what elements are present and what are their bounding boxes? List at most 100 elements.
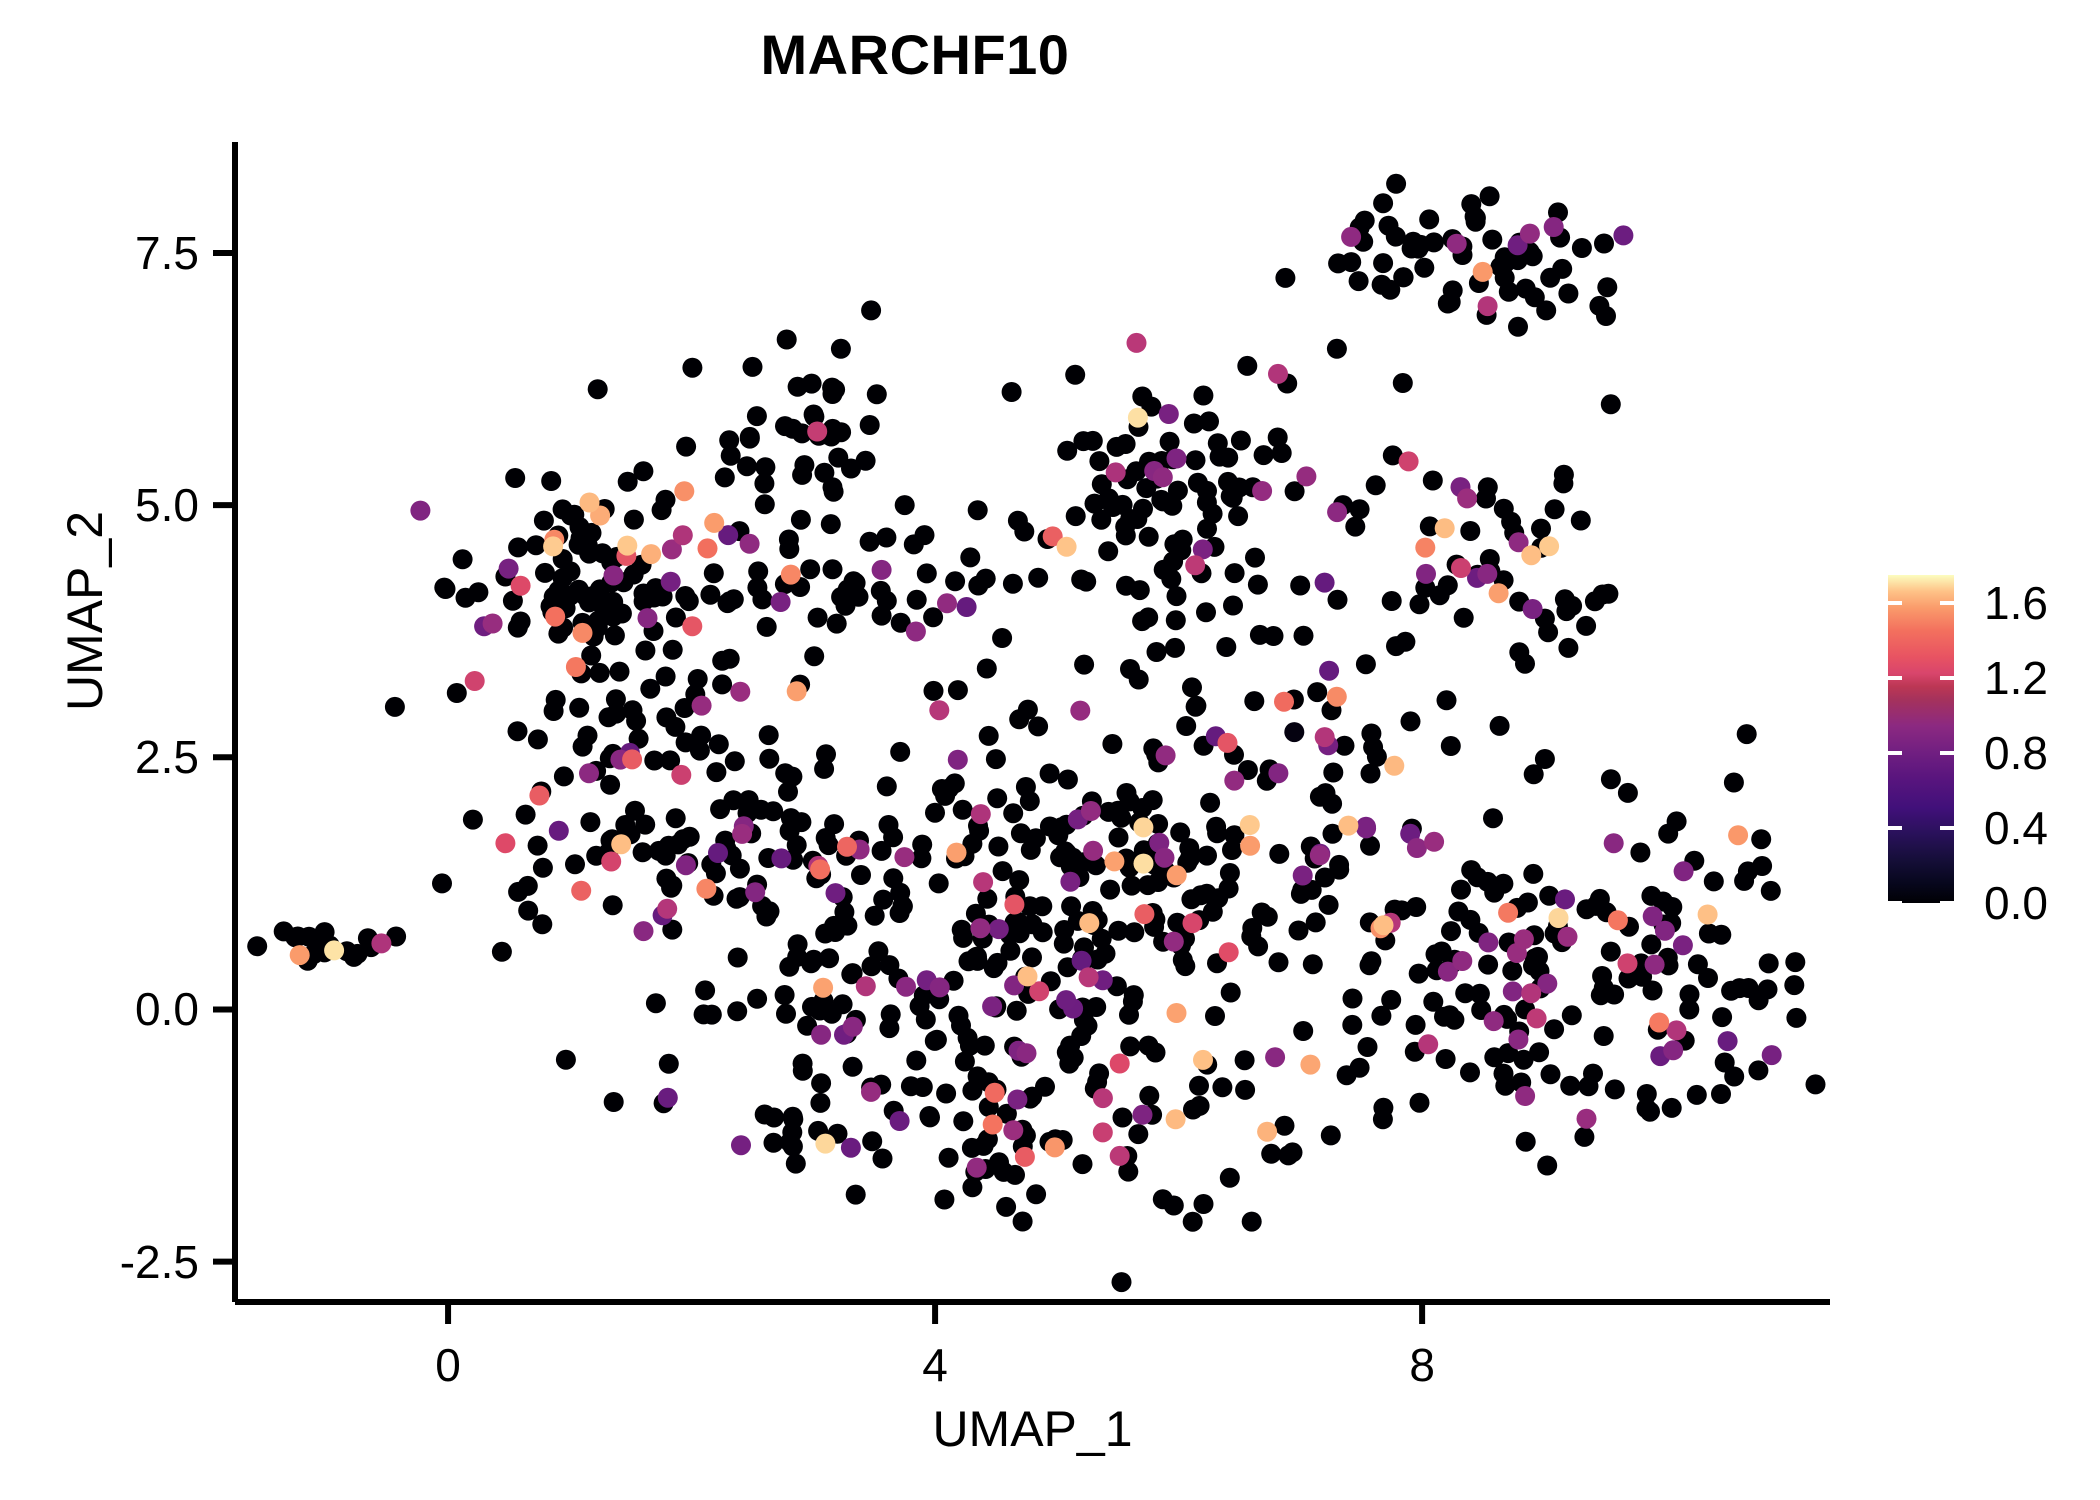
scatter-point [1526, 1008, 1547, 1029]
scatter-point [814, 462, 835, 483]
scatter-point [701, 1004, 722, 1025]
scatter-point [1134, 904, 1155, 925]
scatter-point [1509, 642, 1530, 663]
scatter-point [1296, 466, 1317, 487]
scatter-point [723, 790, 744, 811]
scatter-point [1686, 1084, 1707, 1105]
scatter-point [625, 800, 645, 821]
x-axis-ticks [445, 1302, 1426, 1324]
scatter-point [708, 843, 728, 863]
scatter-point [1083, 840, 1104, 861]
scatter-point [959, 1035, 980, 1056]
scatter-point [1453, 607, 1474, 628]
scatter-point [518, 900, 539, 921]
scatter-point [1028, 716, 1049, 737]
scatter-point [862, 1131, 883, 1152]
scatter-point [1382, 445, 1403, 466]
scatter-point [1196, 602, 1216, 623]
scatter-point [1666, 811, 1687, 832]
scatter-point [1483, 808, 1503, 829]
scatter-point [894, 847, 915, 868]
scatter-point [384, 696, 405, 717]
axis-lines-layer [213, 142, 1830, 1324]
scatter-point [1012, 1211, 1033, 1232]
scatter-point [747, 988, 768, 1009]
scatter-point [1182, 1211, 1203, 1232]
scatter-point [945, 571, 966, 592]
scatter-point [626, 710, 647, 731]
scatter-point [1576, 899, 1597, 920]
scatter-point [676, 436, 697, 457]
scatter-point [656, 868, 677, 889]
scatter-point [1220, 982, 1241, 1003]
scatter-point [1111, 807, 1132, 828]
scatter-point [1488, 583, 1509, 604]
scatter-point [1112, 1107, 1133, 1128]
scatter-point [1469, 983, 1490, 1004]
scatter-point [759, 748, 780, 769]
scatter-point [1679, 999, 1700, 1020]
scatter-point [1751, 829, 1772, 850]
scatter-point [1555, 889, 1575, 910]
scatter-point [714, 467, 735, 488]
scatter-point [1193, 1194, 1214, 1214]
scatter-point [695, 980, 716, 1001]
scatter-point [1406, 838, 1427, 858]
scatter-point [1268, 952, 1289, 973]
scatter-point [1060, 871, 1081, 892]
scatter-point [830, 338, 851, 359]
scatter-point [825, 922, 846, 942]
scatter-point [782, 418, 803, 439]
colorbar-gradient [1888, 575, 1954, 903]
scatter-point [1508, 532, 1529, 553]
scatter-point [508, 537, 529, 558]
scatter-point [678, 591, 699, 612]
scatter-point [944, 773, 965, 794]
scatter-point [640, 678, 661, 699]
scatter-point [1519, 223, 1540, 244]
scatter-point [708, 734, 729, 755]
scatter-point [1207, 433, 1228, 454]
scatter-point [1086, 997, 1107, 1017]
scatter-point [314, 922, 335, 943]
scatter-point [1761, 1045, 1782, 1066]
scatter-point [1729, 978, 1750, 999]
scatter-point [1179, 848, 1200, 869]
scatter-point [660, 571, 681, 592]
scatter-point [505, 468, 526, 488]
scatter-point [571, 880, 592, 901]
colorbar-tick-mark [1940, 826, 1954, 831]
scatter-point [1576, 615, 1597, 636]
scatter-point [1349, 1057, 1370, 1078]
scatter-point [632, 842, 653, 863]
scatter-point [1219, 863, 1240, 883]
scatter-point [495, 833, 516, 854]
scatter-point [1679, 984, 1700, 1005]
scatter-point [996, 1103, 1017, 1124]
scatter-point [1176, 716, 1197, 736]
scatter-point [1590, 985, 1611, 1006]
scatter-point [1386, 173, 1407, 194]
scatter-point [1139, 1085, 1160, 1106]
scatter-point [1392, 373, 1413, 393]
scatter-point [579, 492, 600, 513]
scatter-point [1522, 599, 1543, 619]
scatter-point [672, 525, 693, 546]
scatter-point [1540, 1064, 1561, 1085]
scatter-point [1748, 990, 1769, 1011]
scatter-point [946, 842, 967, 863]
scatter-point [1784, 975, 1805, 996]
scatter-point [1326, 338, 1347, 359]
scatter-point [1167, 480, 1188, 501]
scatter-point [1398, 451, 1419, 472]
scatter-point [1557, 926, 1578, 947]
scatter-point [1327, 502, 1348, 523]
scatter-point [1419, 516, 1440, 537]
scatter-point [1109, 1053, 1130, 1074]
scatter-point [1091, 509, 1112, 530]
scatter-point [746, 406, 767, 427]
scatter-point [1003, 803, 1024, 824]
scatter-point [1193, 385, 1214, 406]
scatter-point [287, 926, 308, 947]
scatter-point [1115, 434, 1136, 454]
